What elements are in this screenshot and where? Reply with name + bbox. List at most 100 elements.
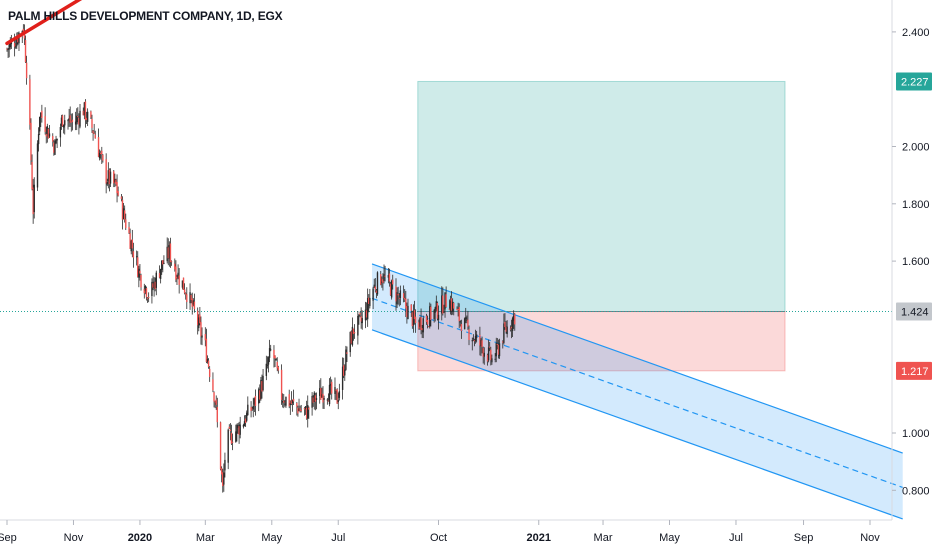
candle-body — [397, 293, 399, 296]
candle-body — [242, 424, 245, 427]
candle-body — [212, 379, 214, 391]
candle-body — [329, 383, 332, 386]
candle-body — [161, 260, 163, 270]
candle-body — [297, 407, 299, 414]
candle-body — [276, 361, 278, 369]
candle-body — [186, 294, 188, 303]
candle-body — [463, 318, 466, 330]
candle-body — [185, 293, 187, 295]
candle-body — [40, 112, 42, 118]
candle-body — [425, 315, 428, 323]
candle-body — [15, 46, 17, 48]
candle-body — [228, 426, 230, 429]
candle-body — [131, 239, 134, 249]
candle-body — [214, 401, 216, 403]
candle-body — [23, 31, 26, 39]
candle-body — [510, 326, 513, 329]
chart-title: PALM HILLS DEVELOPMENT COMPANY, 1D, EGX — [8, 9, 283, 23]
candle-body — [181, 280, 184, 288]
candle-body — [512, 315, 515, 321]
candle-body — [364, 309, 367, 321]
candle-body — [198, 317, 200, 329]
candle-body — [97, 137, 100, 157]
candle-body — [36, 143, 39, 188]
candle-body — [24, 40, 27, 63]
x-tick-label: Mar — [196, 532, 215, 544]
candle-body — [122, 208, 125, 220]
candle-body — [396, 292, 398, 305]
candle-body — [64, 120, 66, 126]
candle-body — [494, 358, 496, 360]
candle-body — [166, 246, 168, 262]
candle-body — [308, 407, 310, 410]
candle-body — [123, 210, 126, 220]
x-tick-label: May — [659, 532, 680, 544]
candle-body — [189, 292, 191, 304]
candle-body — [120, 196, 123, 199]
candle-body — [448, 308, 451, 310]
candle-body — [321, 394, 323, 398]
candle-body — [514, 314, 516, 325]
candle-body — [372, 288, 374, 301]
candle-body — [30, 122, 32, 161]
candle-body — [191, 298, 193, 307]
candle-body — [398, 297, 400, 299]
candle-body — [320, 388, 322, 400]
candle-body — [238, 426, 240, 435]
candle-body — [284, 403, 286, 405]
candle-body — [82, 110, 84, 116]
y-tick-label: 0.800 — [902, 485, 930, 497]
candle-body — [154, 281, 156, 290]
candle-body — [491, 358, 493, 363]
candle-body — [22, 28, 25, 32]
candle-body — [224, 459, 226, 471]
candle-body — [373, 284, 375, 288]
candle-body — [261, 381, 263, 392]
candle-body — [382, 279, 384, 283]
candle-body — [108, 169, 111, 185]
candle-body — [29, 79, 31, 125]
candle-body — [106, 181, 108, 185]
candle-body — [312, 397, 314, 403]
candle-body — [45, 133, 47, 137]
candle-body — [296, 403, 298, 407]
candle-body — [47, 128, 50, 139]
x-tick-label: 2021 — [527, 532, 551, 544]
candle-body — [222, 472, 224, 487]
candle-body — [140, 274, 142, 288]
candle-body — [457, 309, 459, 311]
candle-body — [323, 397, 325, 400]
candle-body — [182, 277, 185, 290]
candle-body — [450, 298, 453, 311]
y-tick-label: 1.800 — [902, 199, 930, 211]
candle-body — [107, 170, 110, 182]
red-trend-line — [5, 0, 83, 46]
candle-body — [337, 400, 339, 403]
candle-body — [262, 375, 264, 391]
candle-body — [344, 369, 346, 376]
candle-body — [414, 316, 417, 324]
candle-body — [292, 398, 295, 402]
candle-body — [269, 349, 272, 351]
candle-body — [436, 302, 439, 319]
candle-body — [183, 289, 186, 294]
candle-body — [411, 312, 414, 327]
candle-body — [158, 272, 161, 278]
candle-body — [258, 389, 260, 404]
candle-body — [479, 334, 481, 346]
candle-body — [402, 293, 405, 299]
candle-body — [346, 352, 348, 354]
candle-body — [121, 199, 124, 220]
candle-body — [101, 150, 103, 155]
candle-body — [365, 310, 368, 318]
candle-body — [433, 310, 435, 320]
candle-body — [98, 152, 101, 159]
candle-body — [139, 270, 141, 274]
candle-body — [473, 340, 476, 342]
candle-body — [109, 171, 112, 184]
candle-body — [201, 335, 203, 338]
candle-body — [251, 408, 253, 410]
candle-body — [315, 398, 318, 400]
